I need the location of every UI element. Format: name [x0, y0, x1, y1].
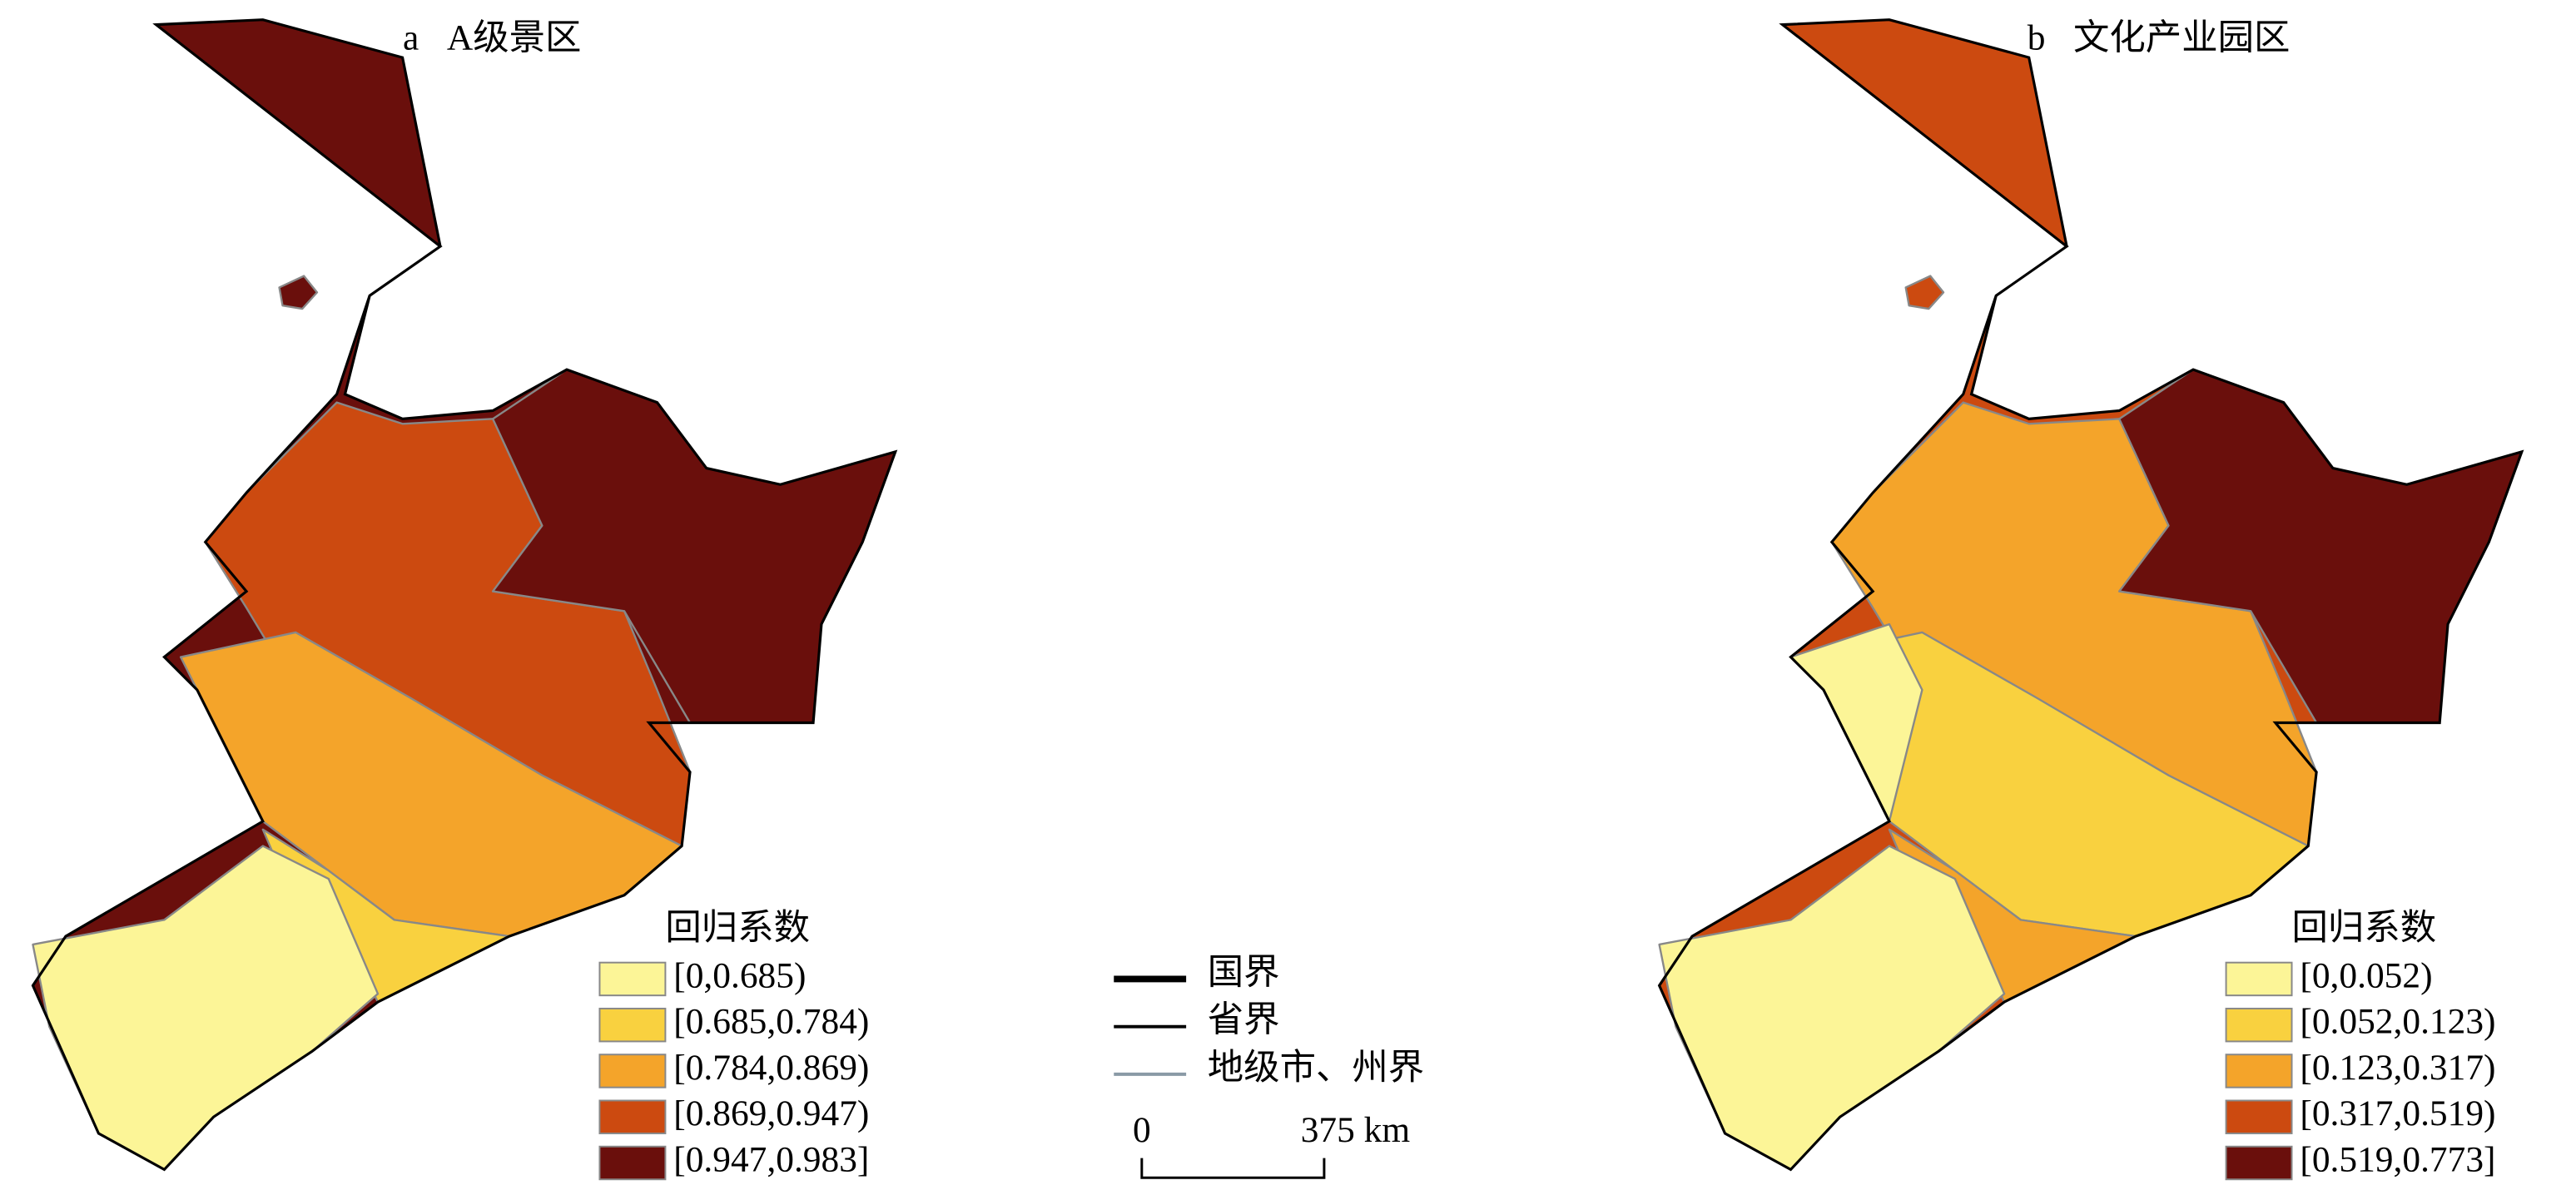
legend-label: [0,0.685)	[673, 955, 806, 995]
legend-swatch	[598, 1145, 667, 1181]
legend-label: [0.317,0.519)	[2300, 1093, 2495, 1133]
legend-swatch	[598, 961, 667, 997]
map	[31, 18, 898, 1172]
legend-label: [0.784,0.869)	[673, 1048, 869, 1088]
region	[278, 275, 319, 310]
region	[1904, 275, 1945, 310]
map-title: A级景区	[447, 17, 582, 57]
map	[1657, 18, 2524, 1172]
legend-swatch	[598, 1007, 667, 1043]
boundary-label: 地级市、州界	[1208, 1048, 1424, 1088]
national-border	[31, 18, 898, 1172]
legend-label: [0.519,0.773]	[2300, 1139, 2495, 1179]
legend-label: [0,0.052)	[2300, 955, 2432, 995]
legend-swatch	[2225, 1007, 2293, 1043]
boundary-label: 国界	[1208, 952, 1280, 992]
legend-label: [0.947,0.983]	[673, 1139, 869, 1179]
boundary-label: 省界	[1208, 1000, 1280, 1040]
legend-swatch	[2225, 961, 2293, 997]
legend-swatch	[2225, 1145, 2293, 1181]
legend-label: [0.052,0.123)	[2300, 1002, 2495, 1042]
national-border	[1657, 18, 2524, 1172]
legend-swatch	[2225, 1054, 2293, 1088]
legend-label: [0.123,0.317)	[2300, 1048, 2495, 1088]
scale-bar	[1140, 1158, 1326, 1179]
map-title: 文化产业园区	[2073, 17, 2290, 57]
legend-title: 回归系数	[665, 908, 810, 948]
map-label: b	[2028, 17, 2046, 57]
scale-start: 0	[1133, 1110, 1151, 1150]
legend-title: 回归系数	[2292, 908, 2437, 948]
legend-label: [0.685,0.784)	[673, 1002, 869, 1042]
map-label: a	[403, 17, 419, 57]
scale-end: 375 km	[1301, 1110, 1411, 1150]
legend-swatch	[2225, 1099, 2293, 1134]
legend-swatch	[598, 1054, 667, 1088]
legend-label: [0.869,0.947)	[673, 1093, 869, 1133]
legend-swatch	[598, 1099, 667, 1134]
